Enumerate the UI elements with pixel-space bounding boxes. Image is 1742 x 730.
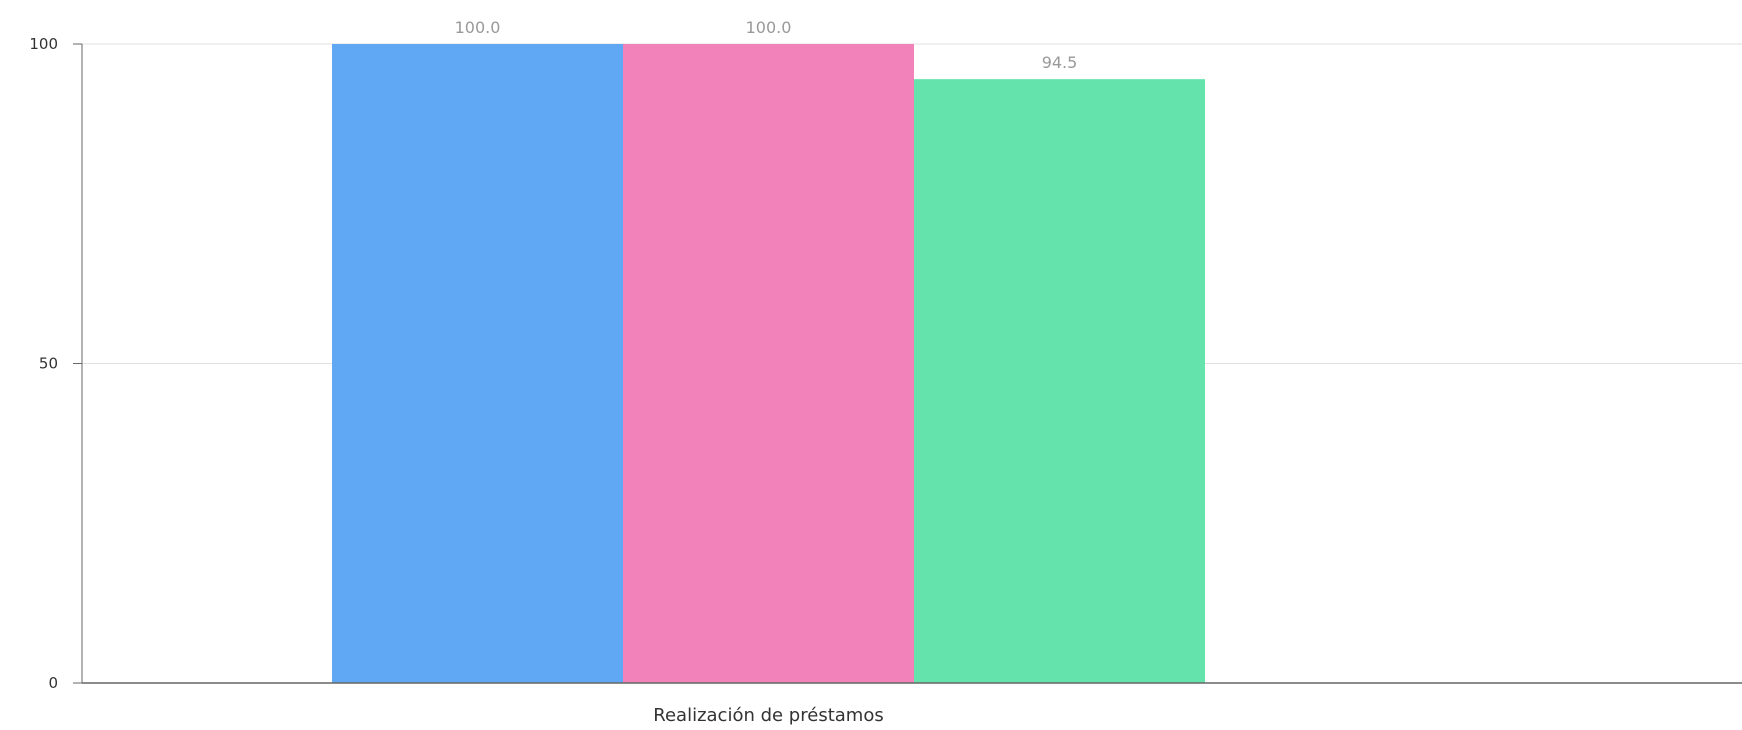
y-tick-label: 50 — [39, 355, 58, 373]
data-label-series-1: 100.0 — [455, 18, 501, 37]
bars — [332, 44, 1205, 683]
y-axis-ticks: 0 50 100 — [29, 35, 82, 692]
data-label-series-3: 94.5 — [1042, 53, 1078, 72]
data-labels: 100.0 100.0 94.5 — [455, 18, 1078, 72]
data-label-series-2: 100.0 — [746, 18, 792, 37]
y-tick-label: 0 — [48, 674, 58, 692]
bar-series-2 — [623, 44, 914, 683]
bar-series-3 — [914, 79, 1205, 683]
y-tick-label: 100 — [29, 35, 58, 53]
bar-series-1 — [332, 44, 623, 683]
category-label: Realización de préstamos — [653, 705, 883, 726]
